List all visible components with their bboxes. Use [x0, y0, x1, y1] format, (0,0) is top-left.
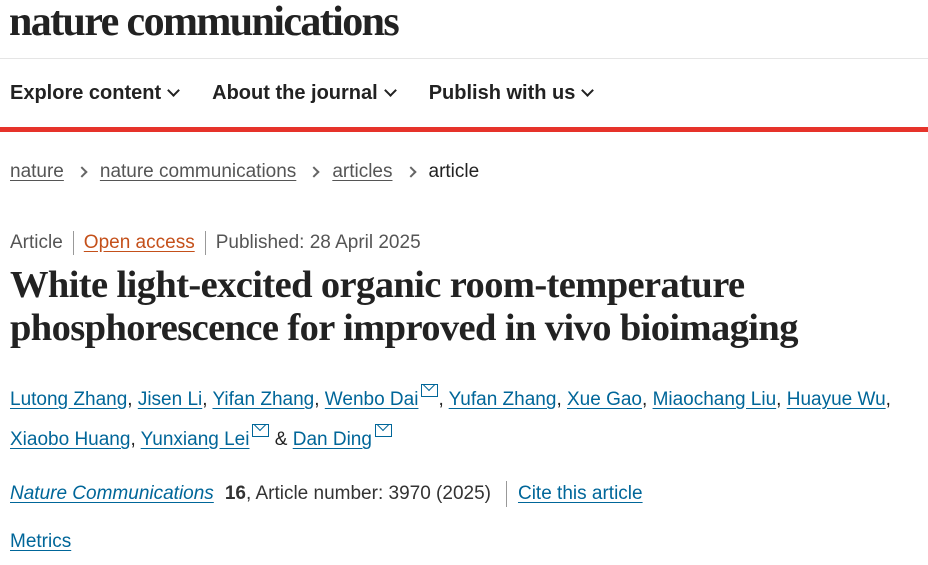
author-link[interactable]: Miaochang Liu [652, 389, 777, 410]
author-link[interactable]: Lutong Zhang [10, 389, 128, 410]
journal-link[interactable]: Nature Communications [10, 483, 214, 504]
breadcrumb-current: article [428, 161, 480, 182]
chevron-right-icon [76, 166, 88, 178]
author-link[interactable]: Jisen Li [137, 389, 203, 410]
author-link[interactable]: Yifan Zhang [212, 389, 315, 410]
email-icon[interactable] [374, 424, 392, 437]
divider [505, 481, 507, 507]
header-divider [0, 58, 928, 59]
cite-this-article-link[interactable]: Cite this article [517, 483, 643, 504]
journal-logo[interactable]: nature communications [9, 0, 400, 45]
article-title: White light-excited organic room-tempera… [10, 264, 798, 349]
article-type: Article [10, 232, 63, 253]
breadcrumb-articles[interactable]: articles [332, 161, 393, 182]
article-meta: Article Open access Published: 28 April … [10, 231, 421, 255]
email-icon[interactable] [421, 384, 439, 397]
accent-bar [0, 127, 928, 132]
breadcrumb-nature-communications[interactable]: nature communications [99, 161, 297, 182]
citation-line: Nature Communications 16 , Article numbe… [10, 481, 643, 507]
main-nav: Explore content About the journal Publis… [10, 82, 595, 105]
divider [204, 231, 206, 255]
author-link[interactable]: Xiaobo Huang [10, 429, 131, 450]
chevron-down-icon [383, 84, 397, 97]
article-number: , Article number: 3970 (2025) [245, 483, 491, 504]
breadcrumb-nature[interactable]: nature [10, 161, 64, 182]
author-link[interactable]: Wenbo Dai [324, 389, 419, 410]
published-date: Published: 28 April 2025 [215, 232, 421, 253]
divider [72, 231, 74, 255]
author-link[interactable]: Yunxiang Lei [140, 429, 250, 450]
nav-label: Explore content [10, 82, 162, 104]
author-link[interactable]: Yufan Zhang [448, 389, 557, 410]
author-link[interactable]: Huayue Wu [786, 389, 886, 410]
nav-label: Publish with us [428, 82, 576, 104]
chevron-right-icon [308, 166, 320, 178]
chevron-down-icon [167, 84, 181, 97]
chevron-down-icon [581, 84, 595, 97]
nav-label: About the journal [212, 82, 378, 104]
author-link[interactable]: Dan Ding [292, 429, 372, 450]
author-link[interactable]: Xue Gao [567, 389, 642, 410]
chevron-right-icon [404, 166, 417, 178]
open-access-link[interactable]: Open access [83, 232, 195, 253]
breadcrumb: nature nature communications articles ar… [10, 161, 479, 183]
nav-explore-content[interactable]: Explore content [10, 82, 181, 105]
metrics-link[interactable]: Metrics [10, 531, 72, 552]
volume: 16 [224, 483, 246, 504]
author-list: Lutong Zhang, Jisen Li, Yifan Zhang, Wen… [10, 380, 925, 460]
nav-publish-with-us[interactable]: Publish with us [428, 82, 595, 105]
email-icon[interactable] [252, 424, 270, 437]
nav-about-journal[interactable]: About the journal [212, 82, 397, 105]
